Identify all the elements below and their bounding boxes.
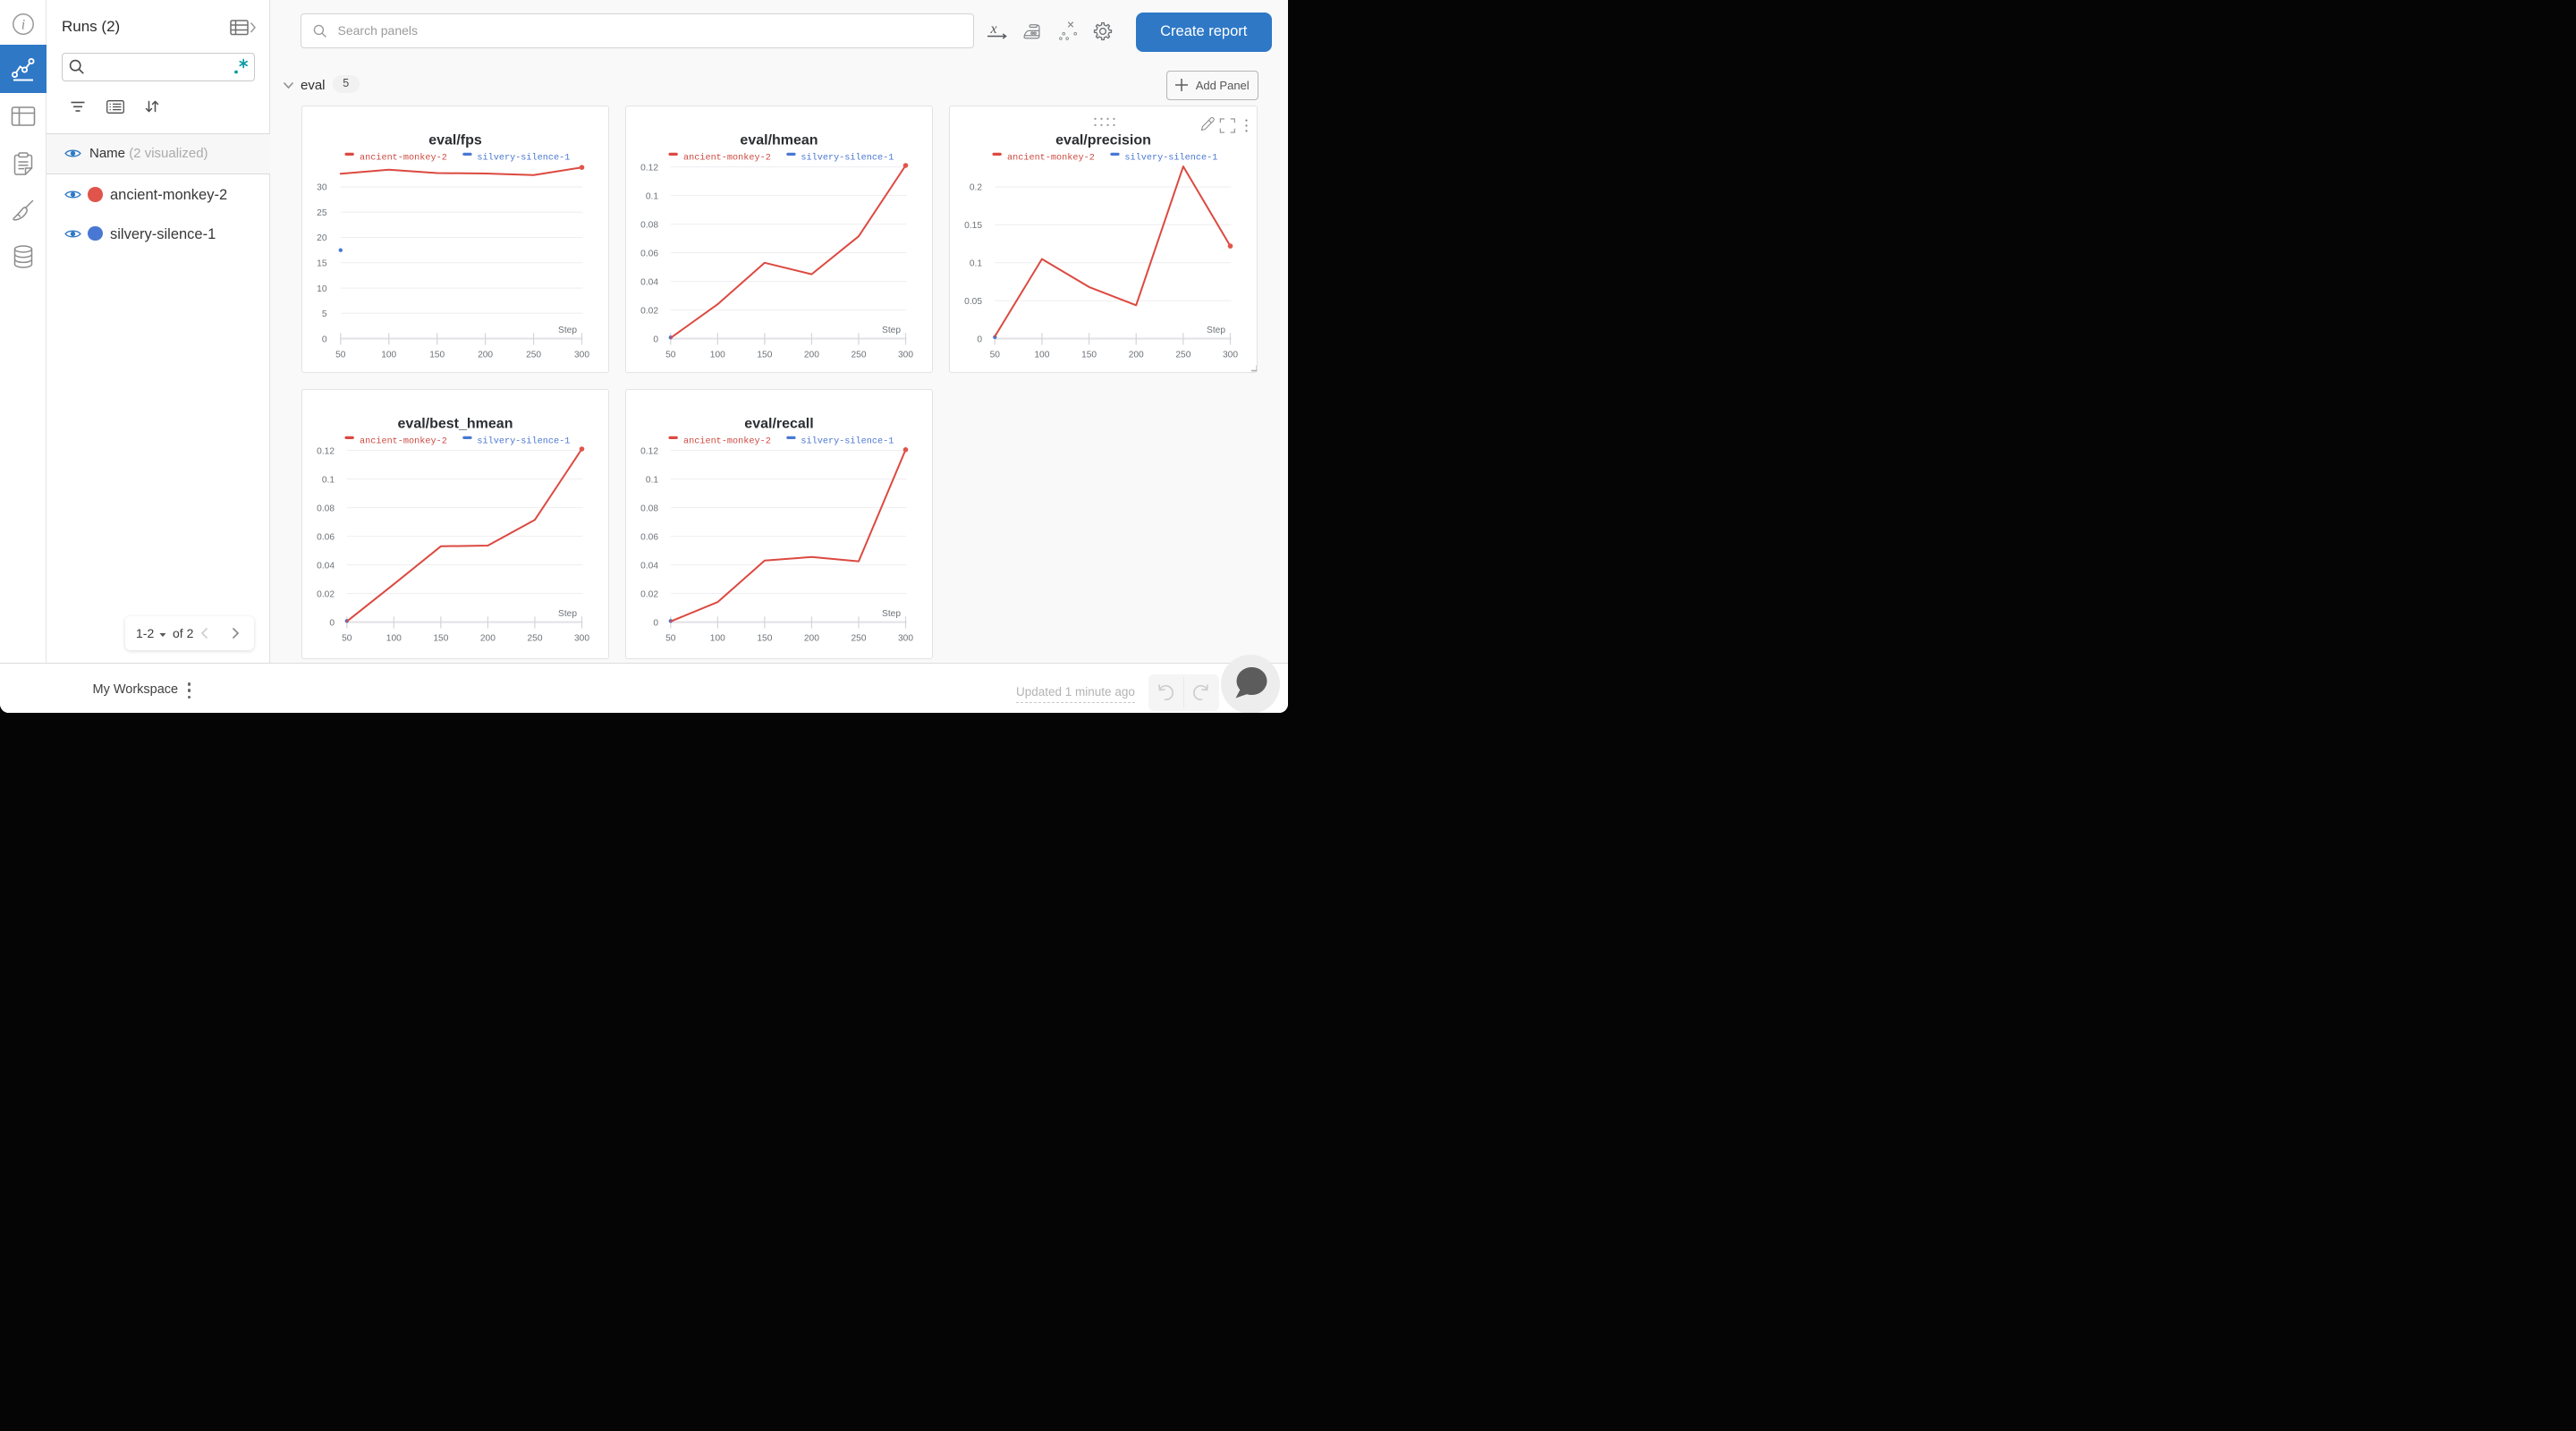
svg-text:250: 250 [1175, 351, 1191, 360]
svg-text:200: 200 [478, 351, 493, 360]
svg-text:eval/recall: eval/recall [744, 416, 813, 431]
svg-text:ancient-monkey-2: ancient-monkey-2 [683, 152, 771, 163]
svg-text:100: 100 [710, 351, 725, 360]
svg-text:0.04: 0.04 [317, 561, 335, 571]
svg-text:silvery-silence-1: silvery-silence-1 [801, 152, 894, 163]
svg-text:300: 300 [574, 633, 589, 643]
svg-text:ancient-monkey-2: ancient-monkey-2 [1007, 152, 1095, 163]
svg-text:50: 50 [342, 633, 352, 643]
svg-text:150: 150 [433, 633, 448, 643]
svg-text:Step: Step [1207, 326, 1225, 335]
svg-text:0.04: 0.04 [640, 561, 658, 571]
svg-text:0.1: 0.1 [321, 475, 334, 485]
svg-text:50: 50 [665, 633, 676, 643]
svg-text:0.06: 0.06 [317, 532, 335, 542]
svg-text:x: x [989, 21, 996, 37]
svg-text:eval/hmean: eval/hmean [740, 133, 818, 148]
svg-text:300: 300 [1223, 351, 1238, 360]
svg-text:0.02: 0.02 [317, 589, 335, 599]
svg-text:0.12: 0.12 [640, 163, 658, 173]
svg-text:0.2: 0.2 [970, 183, 982, 193]
svg-text:250: 250 [527, 633, 542, 643]
svg-text:0: 0 [653, 618, 658, 628]
svg-text:200: 200 [1129, 351, 1144, 360]
svg-text:150: 150 [1081, 351, 1097, 360]
svg-text:300: 300 [898, 351, 913, 360]
svg-text:0.15: 0.15 [964, 221, 982, 231]
svg-text:200: 200 [804, 351, 819, 360]
svg-text:20: 20 [317, 233, 327, 243]
svg-text:150: 150 [757, 351, 772, 360]
svg-text:0.06: 0.06 [640, 532, 658, 542]
svg-text:25: 25 [317, 208, 327, 218]
svg-text:250: 250 [526, 351, 541, 360]
svg-text:150: 150 [757, 633, 772, 643]
svg-text:100: 100 [386, 633, 401, 643]
svg-text:0: 0 [977, 334, 982, 344]
svg-text:5: 5 [321, 309, 326, 319]
svg-text:0.1: 0.1 [646, 191, 658, 201]
svg-text:50: 50 [335, 351, 346, 360]
svg-text:0.1: 0.1 [970, 259, 982, 269]
svg-text:ancient-monkey-2: ancient-monkey-2 [360, 436, 447, 446]
svg-text:i: i [21, 17, 25, 32]
svg-text:100: 100 [1034, 351, 1049, 360]
svg-text:10: 10 [317, 284, 327, 294]
svg-text:eval/fps: eval/fps [428, 133, 482, 148]
svg-text:ancient-monkey-2: ancient-monkey-2 [683, 436, 771, 446]
svg-text:eval/best_hmean: eval/best_hmean [397, 416, 513, 431]
svg-text:Step: Step [558, 326, 577, 335]
svg-text:0.08: 0.08 [640, 220, 658, 230]
svg-text:0.08: 0.08 [317, 504, 335, 513]
svg-text:silvery-silence-1: silvery-silence-1 [477, 152, 570, 163]
svg-text:250: 250 [852, 351, 867, 360]
svg-text:0.02: 0.02 [640, 306, 658, 316]
svg-text:Step: Step [882, 608, 901, 618]
svg-text:100: 100 [381, 351, 396, 360]
svg-text:0: 0 [653, 334, 658, 344]
svg-text:150: 150 [429, 351, 445, 360]
svg-text:15: 15 [317, 259, 327, 269]
svg-text:silvery-silence-1: silvery-silence-1 [801, 436, 894, 446]
svg-text:300: 300 [898, 633, 913, 643]
svg-text:0: 0 [329, 618, 335, 628]
svg-text:0.12: 0.12 [640, 446, 658, 456]
svg-text:eval/precision: eval/precision [1055, 133, 1151, 148]
svg-text:Step: Step [558, 608, 577, 618]
svg-text:0.04: 0.04 [640, 277, 658, 287]
svg-text:0.05: 0.05 [964, 297, 982, 307]
svg-text:silvery-silence-1: silvery-silence-1 [477, 436, 570, 446]
svg-text:ancient-monkey-2: ancient-monkey-2 [360, 152, 447, 163]
svg-text:0.12: 0.12 [317, 446, 335, 456]
svg-text:0: 0 [321, 334, 326, 344]
svg-text:250: 250 [852, 633, 867, 643]
svg-text:300: 300 [574, 351, 589, 360]
svg-text:50: 50 [990, 351, 1001, 360]
svg-text:200: 200 [804, 633, 819, 643]
svg-text:50: 50 [665, 351, 676, 360]
svg-text:Step: Step [882, 326, 901, 335]
svg-text:0.08: 0.08 [640, 504, 658, 513]
svg-text:0.02: 0.02 [640, 589, 658, 599]
svg-text:silvery-silence-1: silvery-silence-1 [1124, 152, 1217, 163]
svg-text:0.1: 0.1 [646, 475, 658, 485]
svg-text:30: 30 [317, 183, 327, 193]
svg-text:0.06: 0.06 [640, 249, 658, 258]
svg-text:200: 200 [479, 633, 495, 643]
svg-text:100: 100 [710, 633, 725, 643]
